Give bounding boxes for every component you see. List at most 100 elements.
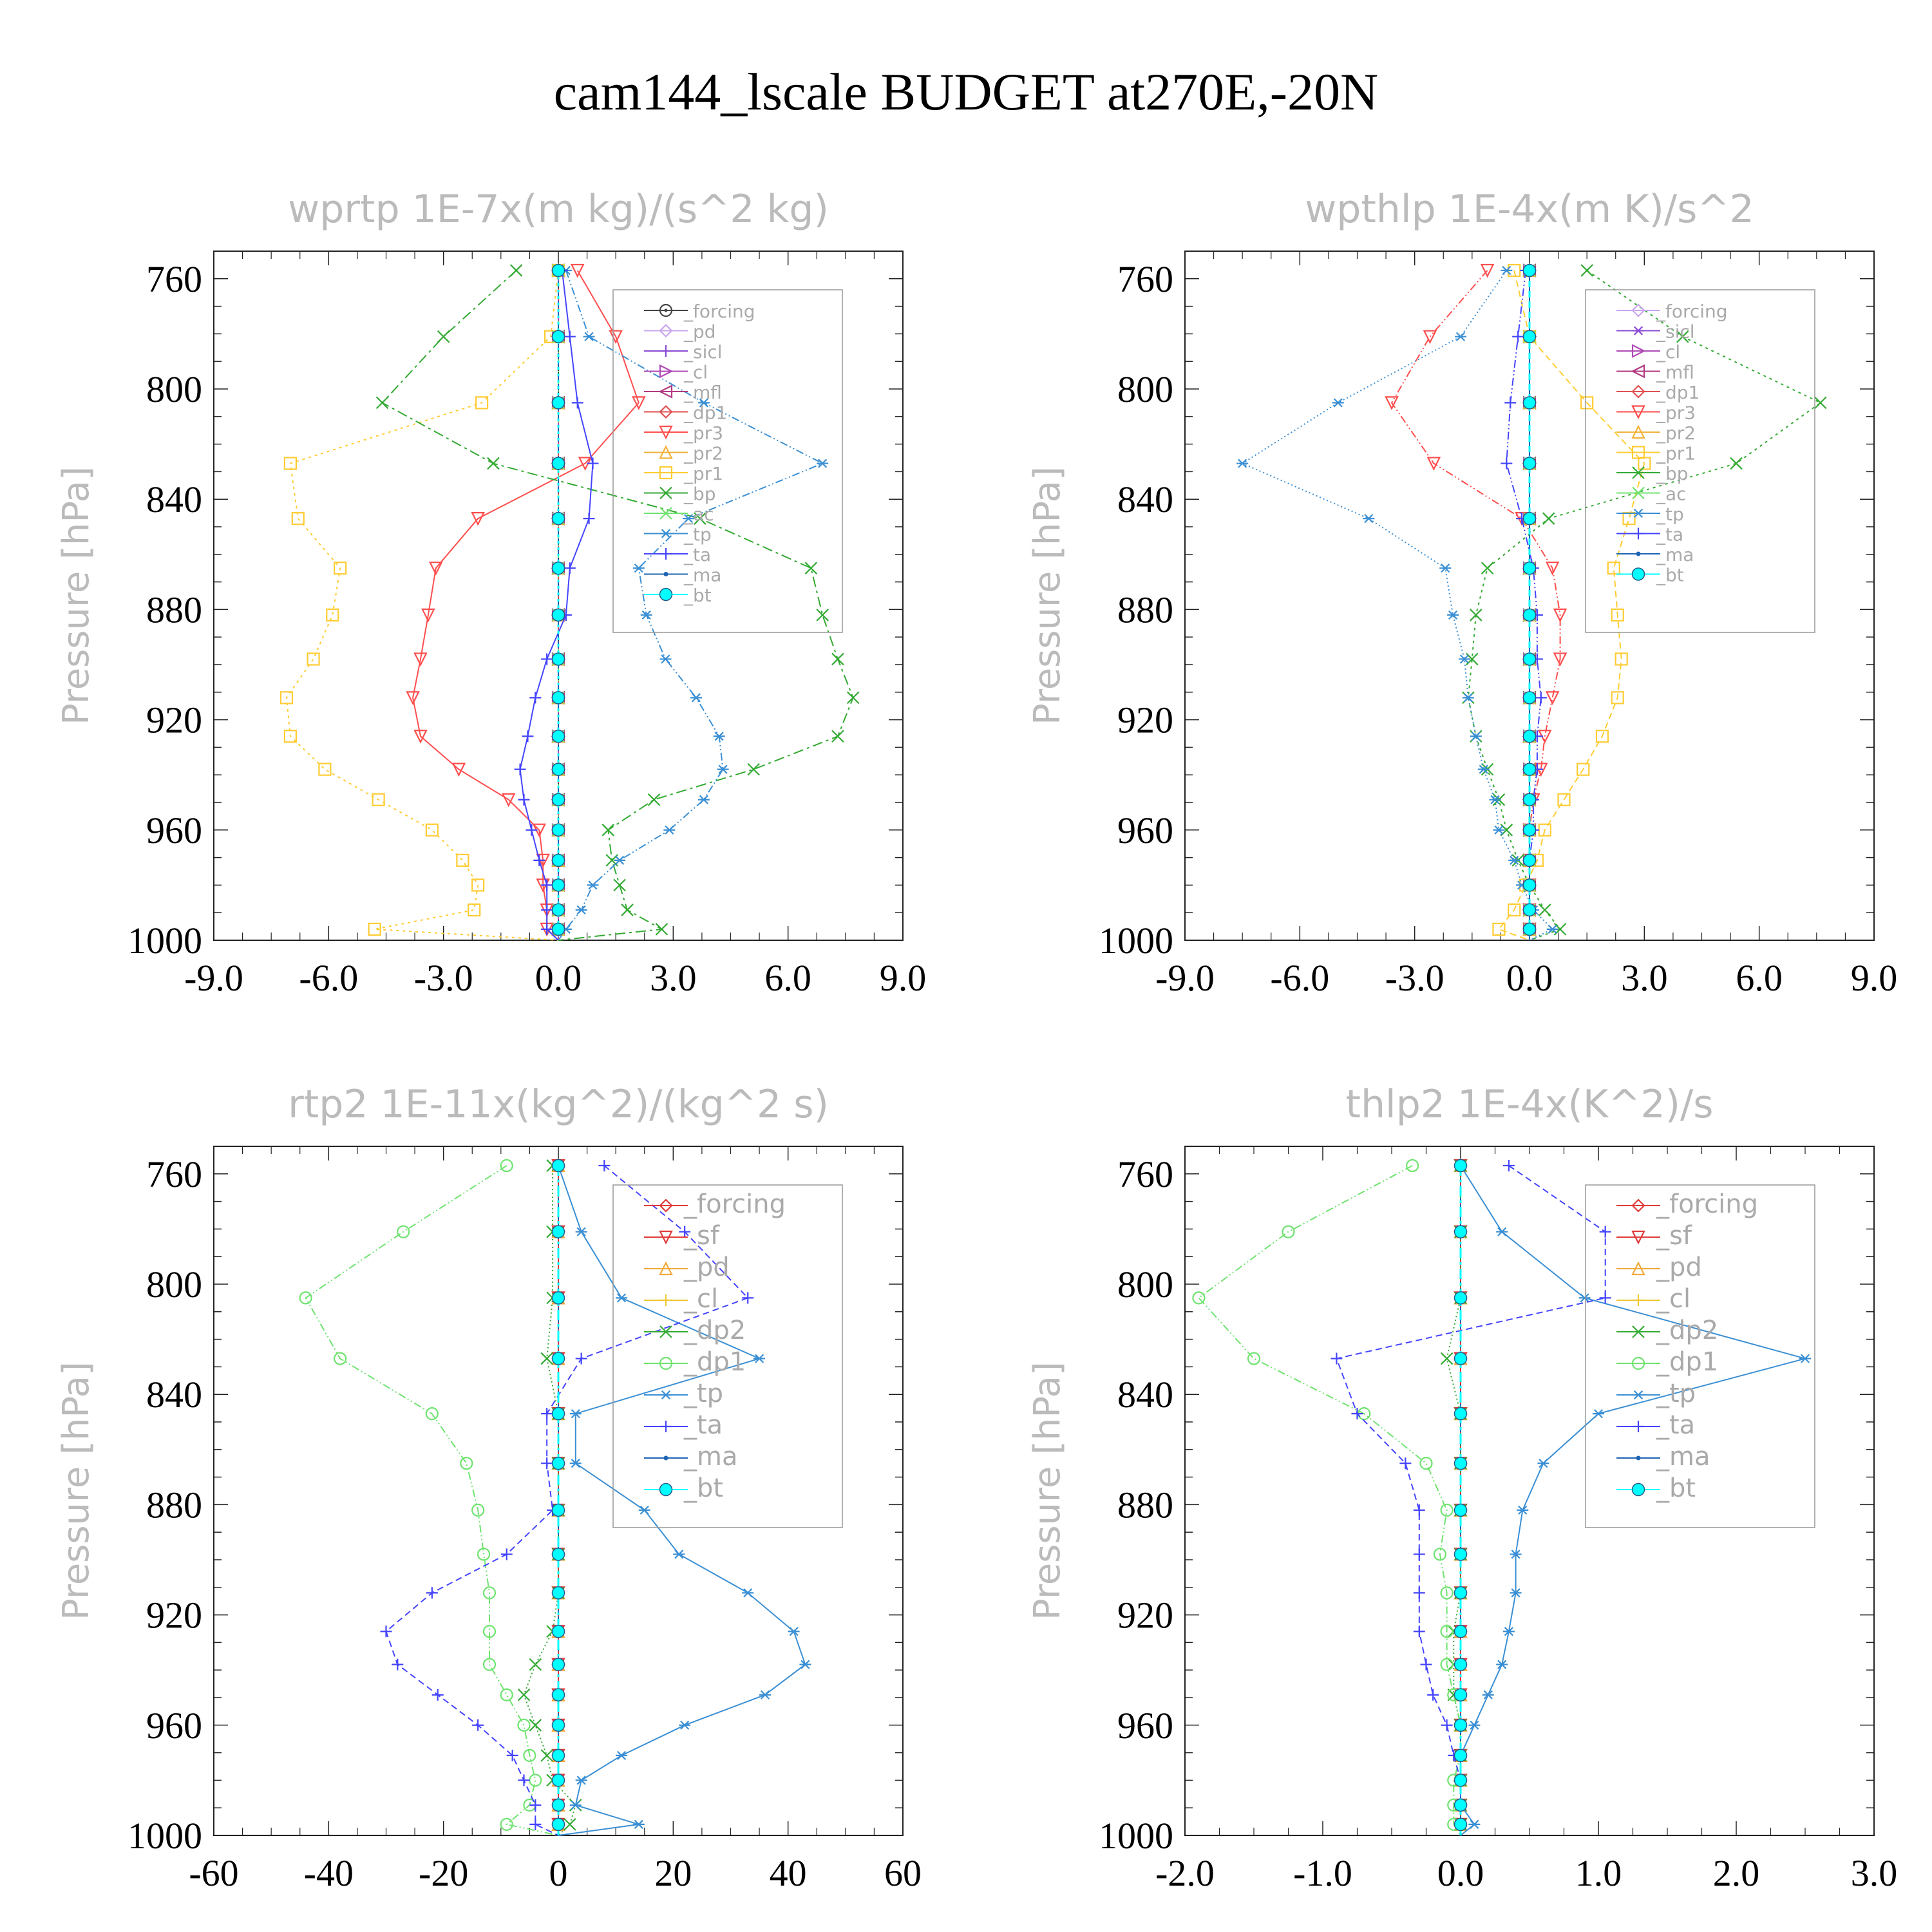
data-point [1578, 1293, 1591, 1303]
legend-marker [1631, 1261, 1645, 1276]
data-point [1468, 1720, 1481, 1730]
data-point [1814, 396, 1827, 410]
legend-label: _tp [683, 1379, 723, 1408]
data-point [598, 1159, 611, 1171]
chart-panel-2: wpthlp 1E-4x(m K)/s^2 Pressure [hPa] 760 80… [1027, 187, 1897, 999]
data-point [1454, 1625, 1468, 1638]
data-point [551, 1586, 565, 1600]
data-point [1508, 855, 1520, 865]
data-point [372, 793, 385, 806]
data-point [1236, 459, 1249, 468]
data-point [564, 562, 576, 574]
data-point [1454, 1548, 1468, 1561]
data-point [500, 1688, 513, 1701]
y-tick-label: 840 [1117, 1374, 1173, 1416]
data-point [551, 793, 565, 806]
data-point [487, 457, 500, 470]
x-tick-label: 0 [549, 1852, 568, 1894]
data-point [551, 1774, 565, 1787]
data-point [551, 1225, 565, 1238]
data-point [551, 1503, 565, 1517]
data-point [1553, 652, 1567, 667]
data-point [621, 904, 634, 916]
y-tick-label: 920 [1117, 699, 1173, 741]
y-tick-label: 840 [1117, 478, 1173, 520]
series-line [1197, 1165, 1461, 1836]
legend-marker [1631, 384, 1645, 399]
data-point [428, 562, 443, 576]
data-point [1522, 793, 1537, 806]
data-point [529, 1658, 542, 1671]
legend-marker [659, 323, 673, 338]
data-point [551, 1159, 565, 1173]
data-point [1427, 1689, 1439, 1701]
legend-marker [1631, 405, 1645, 419]
data-point [326, 608, 339, 622]
data-point [831, 730, 844, 743]
data-point [673, 1549, 685, 1559]
y-tick-label: 840 [146, 478, 202, 520]
series-bt [551, 1159, 565, 1835]
data-point [1454, 1688, 1468, 1701]
y-tick-label: 920 [146, 699, 202, 741]
data-point [551, 903, 565, 917]
x-tick-label: -3.0 [1385, 957, 1444, 999]
data-point [569, 1459, 582, 1468]
data-point [437, 330, 450, 343]
x-tick-label: 40 [770, 1852, 807, 1894]
y-tick-label: 760 [146, 258, 202, 300]
data-point [632, 1819, 645, 1829]
data-point [1502, 1627, 1515, 1636]
legend-label: _dp1 [1656, 1347, 1718, 1377]
data-point [1611, 608, 1624, 622]
series-dp1 [299, 1159, 559, 1836]
data-point [551, 853, 565, 867]
data-point [506, 1749, 518, 1761]
data-point [1496, 1660, 1508, 1669]
data-point [1522, 652, 1537, 666]
data-point [1522, 396, 1537, 410]
legend-marker [663, 572, 668, 576]
data-point [1557, 793, 1571, 806]
data-point [575, 905, 587, 914]
data-point [1454, 1718, 1468, 1732]
y-tick-label: 840 [146, 1374, 202, 1416]
data-point [540, 1749, 553, 1762]
data-point [421, 608, 435, 623]
data-point [1492, 922, 1506, 936]
data-point [1454, 1658, 1468, 1671]
data-point [500, 1548, 513, 1560]
legend-label: _dp2 [1656, 1316, 1718, 1345]
x-tick-label: -60 [189, 1852, 238, 1894]
data-point [1595, 730, 1609, 743]
series-line [305, 1165, 559, 1836]
data-point [1419, 1457, 1433, 1470]
data-point [482, 1586, 497, 1600]
data-point [1447, 610, 1459, 620]
data-point [551, 922, 565, 936]
data-point [375, 396, 389, 410]
data-point [1351, 1408, 1363, 1420]
legend-label: _ta [683, 1410, 723, 1440]
x-tick-label: 9.0 [1851, 957, 1898, 999]
legend-label: _pd [683, 321, 716, 343]
legend-marker [1633, 1294, 1644, 1306]
data-point [1247, 1352, 1261, 1365]
data-point [1470, 732, 1482, 741]
data-point [1470, 609, 1482, 621]
legend-label: _dp1 [683, 1347, 746, 1377]
data-point [1522, 903, 1537, 917]
data-point [551, 1291, 565, 1305]
data-point [551, 652, 565, 666]
data-point [413, 730, 428, 744]
data-point [679, 1720, 691, 1730]
data-point [1545, 562, 1560, 576]
legend-marker [659, 587, 673, 601]
data-point [570, 263, 585, 278]
data-point [517, 1688, 531, 1701]
legend-label: _cl [683, 362, 708, 383]
legend-label: _dp1 [1656, 382, 1700, 403]
legend-label: _sicl [683, 341, 723, 363]
legend-label: _dp2 [683, 1316, 746, 1345]
data-point [1454, 1774, 1468, 1787]
